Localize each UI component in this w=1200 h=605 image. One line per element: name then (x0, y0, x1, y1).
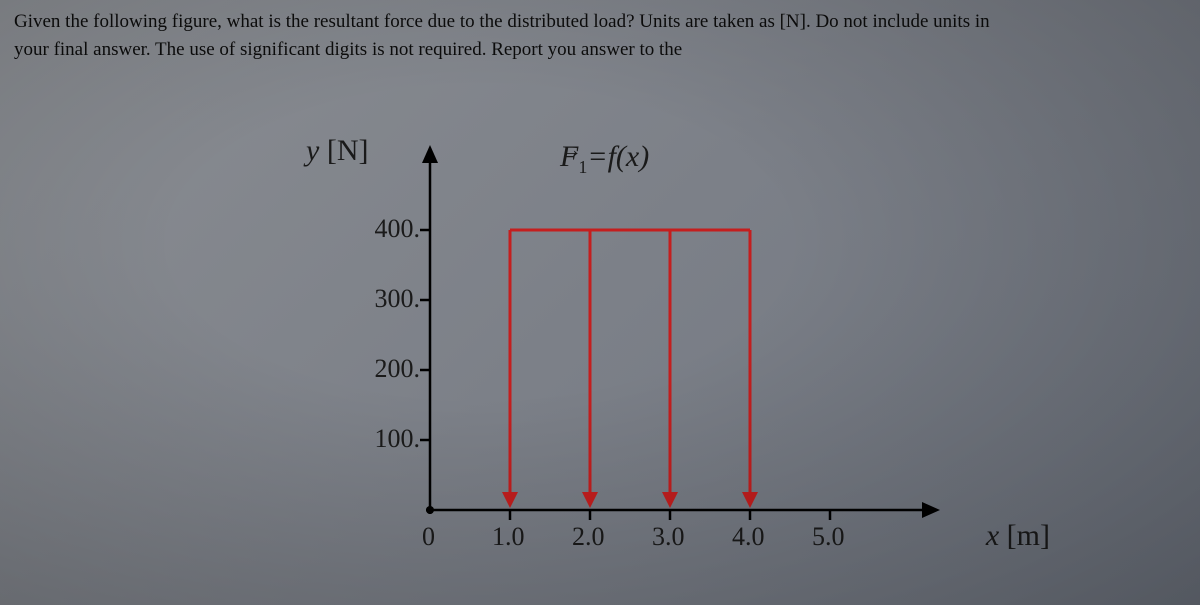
x-tick-label: 2.0 (572, 522, 605, 552)
x-tick-label: 1.0 (492, 522, 525, 552)
question-text: Given the following figure, what is the … (14, 8, 1186, 63)
x-tick-label: 3.0 (652, 522, 685, 552)
y-tick-label: 300. (375, 284, 421, 314)
y-tick-label: 100. (375, 424, 421, 454)
y-tick-label: 400. (375, 214, 421, 244)
origin-label: 0 (422, 522, 435, 552)
y-tick-label: 200. (375, 354, 421, 384)
x-tick-label: 4.0 (732, 522, 765, 552)
question-line-1: Given the following figure, what is the … (14, 11, 990, 32)
chart: y [N] → F1=f(x) x [m] 100.200.300.400.1.… (300, 140, 1020, 580)
x-tick-label: 5.0 (812, 522, 845, 552)
question-line-2: your final answer. The use of significan… (14, 39, 682, 60)
